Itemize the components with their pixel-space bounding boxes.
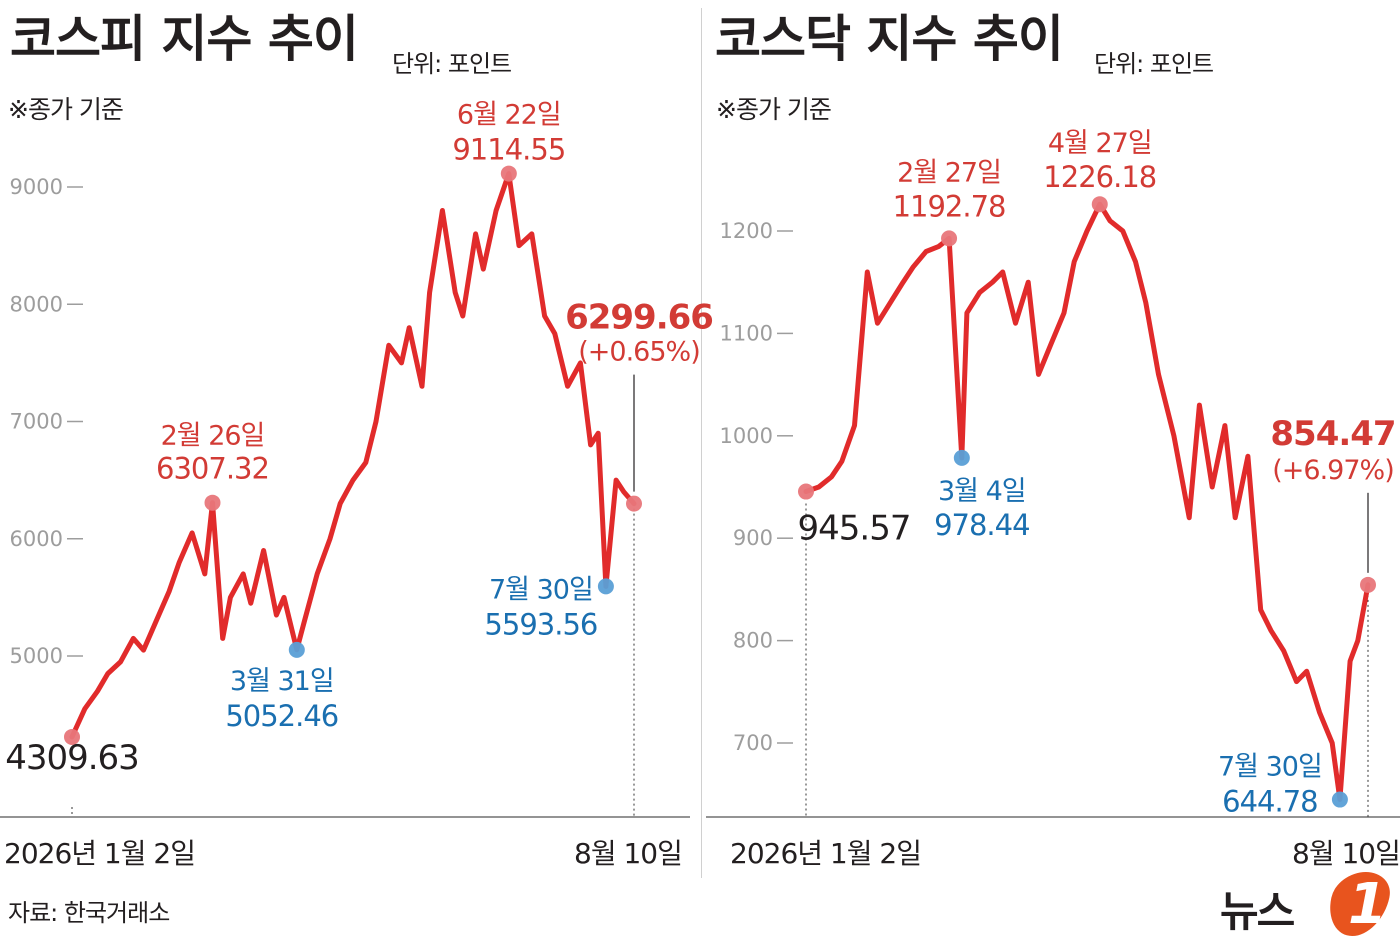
y-tick-label: 7000 xyxy=(10,410,63,434)
low-date-label: 3월 31일 xyxy=(230,666,334,697)
start-point-marker xyxy=(798,483,814,500)
high-point-marker xyxy=(941,230,958,247)
y-tick-label: 1100 xyxy=(720,321,773,345)
logo-text: 뉴스 xyxy=(1220,887,1295,936)
kospi-x-start-label: 2026년 1월 2일 xyxy=(4,837,196,870)
kosdaq-note: ※종가 기준 xyxy=(716,95,832,124)
high-date-label: 2월 27일 xyxy=(897,157,1001,188)
low-value-label: 644.78 xyxy=(1222,785,1317,819)
high-value-label: 1192.78 xyxy=(893,189,1006,223)
low-value-label: 5593.56 xyxy=(484,607,597,641)
high-value-label: 6307.32 xyxy=(156,452,269,486)
kosdaq-x-start-label: 2026년 1월 2일 xyxy=(730,837,922,870)
high-value-label: 1226.18 xyxy=(1043,160,1156,194)
y-tick-label: 1000 xyxy=(720,424,773,448)
low-date-label: 7월 30일 xyxy=(1218,752,1322,783)
high-point-marker xyxy=(500,165,517,182)
high-point-marker xyxy=(204,494,221,511)
low-date-label: 3월 4일 xyxy=(938,476,1026,507)
y-tick-label: 1200 xyxy=(720,219,773,243)
kospi-chart-title: 코스피 지수 추이 xyxy=(10,10,359,68)
low-point-marker xyxy=(953,449,970,466)
kosdaq-unit-label: 단위: 포인트 xyxy=(1094,50,1214,78)
end-point-marker xyxy=(1360,576,1376,593)
y-tick-label: 9000 xyxy=(10,175,63,199)
start-value-label: 945.57 xyxy=(798,509,911,549)
end-point-marker xyxy=(626,495,642,512)
logo-mark: 1 xyxy=(1348,872,1387,937)
end-change-label: (+6.97%) xyxy=(1272,455,1393,486)
source-note: 자료: 한국거래소 xyxy=(8,899,170,927)
kospi-unit-label: 단위: 포인트 xyxy=(392,50,512,78)
start-point-marker xyxy=(64,728,80,745)
low-value-label: 978.44 xyxy=(934,508,1029,542)
high-value-label: 9114.55 xyxy=(452,133,565,167)
index-series-line xyxy=(69,171,637,740)
low-point-marker xyxy=(288,641,305,658)
index-series-line xyxy=(803,201,1371,802)
panel-divider xyxy=(701,8,702,878)
kosdaq-x-end-label: 8월 10일 xyxy=(1292,837,1400,870)
kospi-chart: 5000 6000 7000 8000 9000 4309.63 2월 26일6307.32… xyxy=(0,100,714,818)
low-point-marker xyxy=(597,578,614,595)
high-point-marker xyxy=(1091,196,1108,213)
kospi-x-end-label: 8월 10일 xyxy=(574,837,683,870)
end-change-label: (+0.65%) xyxy=(578,337,699,368)
end-value-label: 854.47 xyxy=(1270,414,1395,454)
y-tick-label: 700 xyxy=(733,731,773,755)
high-date-label: 4월 27일 xyxy=(1048,128,1152,159)
end-value-label: 6299.66 xyxy=(565,298,713,338)
y-tick-label: 800 xyxy=(733,629,773,653)
kosdaq-chart-title: 코스닥 지수 추이 xyxy=(715,10,1064,68)
y-tick-label: 6000 xyxy=(10,527,63,551)
y-tick-label: 900 xyxy=(733,526,773,550)
low-value-label: 5052.46 xyxy=(225,699,338,733)
start-value-label: 4309.63 xyxy=(5,738,139,778)
high-date-label: 6월 22일 xyxy=(457,100,561,131)
low-point-marker xyxy=(1331,791,1348,808)
y-tick-label: 8000 xyxy=(10,292,63,316)
kospi-note: ※종가 기준 xyxy=(8,95,124,124)
y-tick-label: 5000 xyxy=(10,644,63,668)
news1-logo: 뉴스 1 xyxy=(1220,868,1395,948)
high-date-label: 2월 26일 xyxy=(161,421,265,452)
low-date-label: 7월 30일 xyxy=(489,574,593,605)
kosdaq-chart: 700 800 900 1000 1100 1200 945.57 2월 27일1192.78… xyxy=(706,128,1400,819)
